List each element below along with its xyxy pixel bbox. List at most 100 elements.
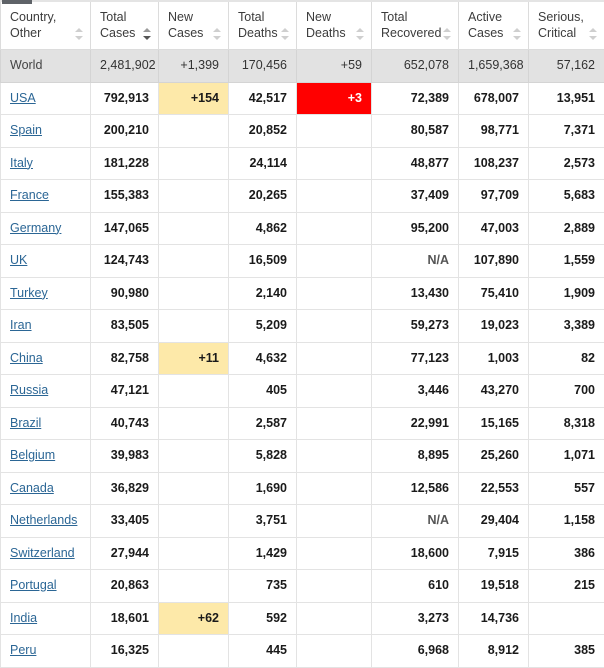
cell-country[interactable]: Brazil [1,407,91,440]
column-header-country[interactable]: Country,Other [1,1,91,50]
cell-total-cases: 39,983 [91,440,159,473]
country-link[interactable]: Belgium [10,448,55,462]
country-link[interactable]: Canada [10,481,54,495]
cell-total-deaths: 42,517 [229,82,297,115]
column-header-line2: Recovered [381,26,441,40]
country-link[interactable]: USA [10,91,36,105]
sort-neutral-icon[interactable] [212,28,222,40]
column-header-line2: Cases [168,26,203,40]
cell-new-deaths [297,570,372,603]
cell-country[interactable]: Portugal [1,570,91,603]
cell-country[interactable]: Italy [1,147,91,180]
sort-neutral-icon[interactable] [280,28,290,40]
cell-total-cases: 18,601 [91,602,159,635]
sort-neutral-icon[interactable] [74,28,84,40]
cell-new-cases [159,147,229,180]
country-link[interactable]: UK [10,253,27,267]
cell-new-deaths [297,212,372,245]
cell-serious-critical: 215 [529,570,604,603]
country-link[interactable]: India [10,611,37,625]
cell-new-deaths [297,180,372,213]
country-link[interactable]: Italy [10,156,33,170]
cell-country[interactable]: USA [1,82,91,115]
country-link[interactable]: Spain [10,123,42,137]
cell-active-cases: 8,912 [459,635,529,668]
country-link[interactable]: Peru [10,643,36,657]
country-link[interactable]: Germany [10,221,61,235]
cell-total-deaths: 20,265 [229,180,297,213]
cell-serious-critical: 2,573 [529,147,604,180]
column-header-line1: Country, [10,10,56,24]
cell-total-deaths: 4,632 [229,342,297,375]
country-link[interactable]: Turkey [10,286,48,300]
cell-new-cases [159,407,229,440]
column-header-serious_critical[interactable]: Serious,Critical [529,1,604,50]
country-link[interactable]: Iran [10,318,32,332]
cell-new-deaths: +3 [297,82,372,115]
cell-country[interactable]: India [1,602,91,635]
cell-active-cases: 1,003 [459,342,529,375]
cell-active-cases: 97,709 [459,180,529,213]
country-link[interactable]: Portugal [10,578,57,592]
cell-country[interactable]: Netherlands [1,505,91,538]
cell-total-deaths: 592 [229,602,297,635]
cell-total-deaths: 20,852 [229,115,297,148]
column-header-line2: Cases [468,26,503,40]
column-header-line1: Total [381,10,407,24]
cell-country[interactable]: UK [1,245,91,278]
cell-country[interactable]: China [1,342,91,375]
cell-country: World [1,50,91,83]
column-header-line2: Deaths [306,26,346,40]
cell-country[interactable]: Canada [1,472,91,505]
cell-new-cases [159,537,229,570]
cell-total-cases: 124,743 [91,245,159,278]
cell-country[interactable]: Iran [1,310,91,343]
country-link[interactable]: Switzerland [10,546,75,560]
cell-new-cases: +62 [159,602,229,635]
cell-country[interactable]: Switzerland [1,537,91,570]
column-header-total_recovered[interactable]: Total Recovered [372,1,459,50]
cell-total-deaths: 5,209 [229,310,297,343]
cell-new-cases [159,212,229,245]
cell-country[interactable]: Belgium [1,440,91,473]
sort-descending-icon[interactable] [142,28,152,40]
cell-new-deaths: +59 [297,50,372,83]
cell-total-recovered: N/A [372,505,459,538]
cell-new-deaths [297,505,372,538]
cell-country[interactable]: Turkey [1,277,91,310]
sort-neutral-icon[interactable] [512,28,522,40]
cell-country[interactable]: Spain [1,115,91,148]
sort-neutral-icon[interactable] [442,28,452,40]
cell-country[interactable]: Peru [1,635,91,668]
cell-country[interactable]: Russia [1,375,91,408]
column-header-new_deaths[interactable]: New Deaths [297,1,372,50]
column-header-line1: New [306,10,331,24]
country-link[interactable]: Russia [10,383,48,397]
country-link[interactable]: Netherlands [10,513,77,527]
cell-new-cases [159,245,229,278]
sort-neutral-icon[interactable] [355,28,365,40]
cell-total-cases: 2,481,902 [91,50,159,83]
cell-new-deaths [297,342,372,375]
sort-neutral-icon[interactable] [588,28,598,40]
cell-total-deaths: 2,587 [229,407,297,440]
country-link[interactable]: Brazil [10,416,41,430]
cell-total-cases: 83,505 [91,310,159,343]
cell-country[interactable]: France [1,180,91,213]
country-link[interactable]: France [10,188,49,202]
cell-country[interactable]: Germany [1,212,91,245]
cell-active-cases: 98,771 [459,115,529,148]
cell-new-deaths [297,245,372,278]
column-header-label: Total Recovered [381,9,450,41]
country-link[interactable]: China [10,351,43,365]
